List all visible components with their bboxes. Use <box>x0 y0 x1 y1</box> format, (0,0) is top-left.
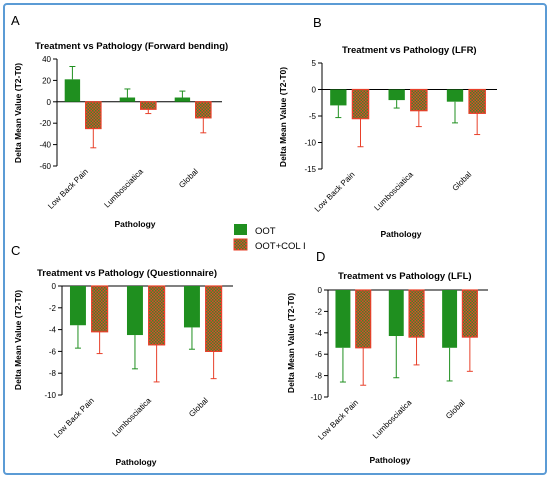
legend-swatch-oot-col <box>233 238 248 251</box>
panel-a-category-label: Lumbosciatica <box>102 167 145 210</box>
panel-a-bar-oot <box>119 97 136 102</box>
panel-a-ytick-label: -20 <box>39 119 51 128</box>
figure-frame: OOT OOT+COL I A Treatment vs Pathology (F… <box>3 3 547 475</box>
panel-d: D Treatment vs Pathology (LFL) 0 -2 -4 -6 -8 -1… <box>286 249 488 465</box>
panel-b-bar-oot-col <box>351 88 370 120</box>
panel-d-bar-oot <box>388 290 404 337</box>
panel-d-ytick-label: -10 <box>310 393 322 402</box>
panel-d-category-label: Low Back Pain <box>316 398 360 442</box>
legend: OOT OOT+COL I <box>233 224 306 252</box>
panel-c-ytick-label: -2 <box>49 304 57 313</box>
panel-d-ytick-label: -4 <box>315 329 323 338</box>
panel-a-category-label: Global <box>177 167 200 190</box>
panel-c-category-label: Global <box>187 396 210 419</box>
panel-a-letter: A <box>11 13 20 28</box>
panel-a-ytick-label: 40 <box>42 55 51 64</box>
panel-c-ytick-label: -4 <box>49 326 57 335</box>
panel-d-bar-oot-col <box>461 289 478 338</box>
panel-c-bar-oot <box>183 286 200 328</box>
legend-label-oot-col: OOT+COL I <box>255 241 306 252</box>
panel-a-bar-oot-col <box>84 101 102 130</box>
panel-c-bar-oot-col <box>148 285 166 346</box>
panel-d-bar-oot <box>442 290 458 348</box>
panel-b-category-label: Lumbosciatica <box>372 170 415 213</box>
panel-c-xlabel: Pathology <box>115 457 156 467</box>
panel-c-ytick-label: 0 <box>52 282 57 291</box>
panel-a-category-label: Low Back Pain <box>46 167 90 211</box>
panel-b-xlabel: Pathology <box>380 229 421 239</box>
panel-d-xlabel: Pathology <box>369 455 410 465</box>
panel-d-bar-oot-col <box>355 289 372 349</box>
panel-c-letter: C <box>11 243 20 258</box>
panel-b-bar-oot-col <box>468 88 486 114</box>
panel-b-ytick-label: -5 <box>309 112 317 121</box>
panel-a-xlabel: Pathology <box>114 219 155 229</box>
panel-a-bar-oot <box>174 97 191 102</box>
panel-b: B Treatment vs Pathology (LFR) 5 0 -5 -10 -15 D… <box>278 15 497 239</box>
panel-a-bar-oot-col <box>195 101 212 119</box>
panel-b-ytick-label: 5 <box>312 59 317 68</box>
panel-b-bar-oot-col <box>410 88 428 112</box>
panel-c-bar-oot-col <box>91 285 109 333</box>
panel-c-bar-oot-col <box>205 285 223 353</box>
panel-c-bar-oot <box>126 286 143 336</box>
panel-d-bar-oot <box>335 290 351 348</box>
panel-c-category-label: Low Back Pain <box>52 396 96 440</box>
panel-b-bar-oot <box>388 89 405 101</box>
panel-d-category-label: Lumbosciatica <box>371 398 414 441</box>
panel-b-bar-oot <box>330 89 347 106</box>
panel-c-category-label: Lumbosciatica <box>110 396 153 439</box>
panel-d-ytick-label: -8 <box>315 372 323 381</box>
panel-d-bar-oot-col <box>408 289 425 338</box>
panel-d-letter: D <box>316 249 325 264</box>
panel-b-category-label: Low Back Pain <box>313 170 357 214</box>
panel-d-title: Treatment vs Pathology (LFL) <box>338 271 472 282</box>
legend-label-oot: OOT <box>255 226 276 237</box>
panel-b-category-label: Global <box>451 170 474 193</box>
panel-a-bar-oot <box>64 79 81 102</box>
panel-b-bar-oot <box>446 89 464 102</box>
panel-d-category-label: Global <box>444 398 467 421</box>
panel-a: A Treatment vs Pathology (Forward bending… <box>11 13 228 229</box>
panel-b-ytick-label: -15 <box>304 165 316 174</box>
panel-b-ytick-label: 0 <box>312 86 317 95</box>
panel-a-title: Treatment vs Pathology (Forward bending) <box>35 41 228 52</box>
panel-c-bar-oot <box>69 286 86 326</box>
panel-c-ytick-label: -6 <box>49 347 57 356</box>
panel-a-bar-oot-col <box>140 101 157 110</box>
panel-c-ytick-label: -8 <box>49 369 57 378</box>
panel-b-ylabel: Delta Mean Value (T2-T0) <box>278 67 288 167</box>
panel-c: C Treatment vs Pathology (Questionnaire) 0… <box>11 243 233 467</box>
panel-d-ytick-label: 0 <box>318 286 323 295</box>
panel-a-ytick-label: -40 <box>39 141 51 150</box>
panel-d-ylabel: Delta Mean Value (T2-T0) <box>286 293 296 393</box>
panel-c-title: Treatment vs Pathology (Questionnaire) <box>37 268 217 279</box>
panel-a-ytick-label: -60 <box>39 162 51 171</box>
panel-a-ytick-label: 20 <box>42 76 51 85</box>
panel-b-letter: B <box>313 15 322 30</box>
panel-c-ylabel: Delta Mean Value (T2-T0) <box>13 290 23 390</box>
panel-d-ytick-label: -2 <box>315 307 323 316</box>
panel-a-ylabel: Delta Mean Value (T2-T0) <box>13 63 23 163</box>
legend-swatch-oot <box>234 224 247 235</box>
panel-d-ytick-label: -6 <box>315 350 323 359</box>
panel-c-ytick-label: -10 <box>44 391 56 400</box>
panel-b-title: Treatment vs Pathology (LFR) <box>342 45 477 56</box>
figure-canvas: OOT OOT+COL I A Treatment vs Pathology (F… <box>11 13 497 467</box>
panel-a-ytick-label: 0 <box>47 98 52 107</box>
panel-b-ytick-label: -10 <box>304 139 316 148</box>
